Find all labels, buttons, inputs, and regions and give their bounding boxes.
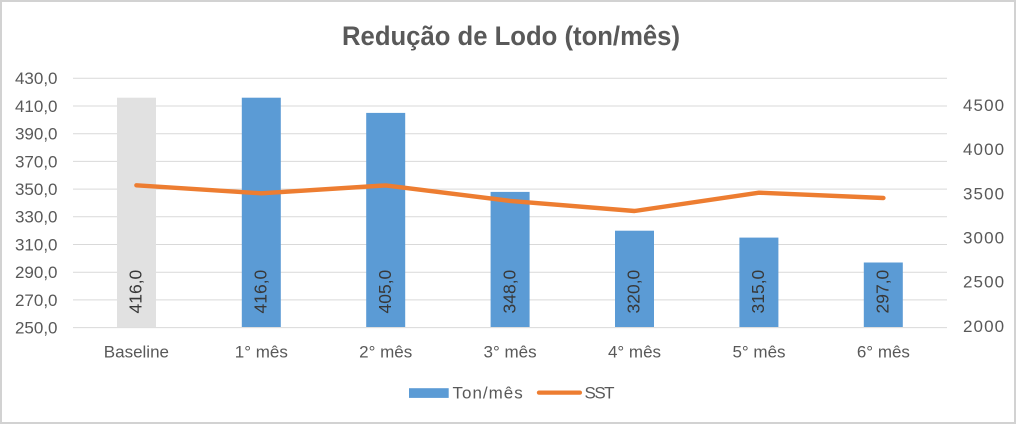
svg-text:350,0: 350,0 <box>15 180 58 199</box>
svg-text:1° mês: 1° mês <box>235 343 288 362</box>
svg-text:Baseline: Baseline <box>104 343 169 362</box>
svg-text:4500: 4500 <box>963 96 1005 115</box>
svg-text:430,0: 430,0 <box>15 69 58 88</box>
svg-text:Redução de Lodo (ton/mês): Redução de Lodo (ton/mês) <box>342 21 680 51</box>
svg-text:410,0: 410,0 <box>15 97 58 116</box>
svg-text:405,0: 405,0 <box>375 269 395 313</box>
svg-text:250,0: 250,0 <box>15 319 58 338</box>
svg-text:5° mês: 5° mês <box>732 343 785 362</box>
svg-text:3500: 3500 <box>963 184 1005 203</box>
svg-text:4° mês: 4° mês <box>608 343 661 362</box>
svg-text:320,0: 320,0 <box>624 269 644 313</box>
svg-text:6° mês: 6° mês <box>857 343 910 362</box>
svg-text:3000: 3000 <box>963 229 1005 248</box>
svg-text:Ton/mês: Ton/mês <box>453 383 524 402</box>
svg-text:290,0: 290,0 <box>15 263 58 282</box>
svg-text:2° mês: 2° mês <box>359 343 412 362</box>
svg-text:390,0: 390,0 <box>15 125 58 144</box>
svg-text:315,0: 315,0 <box>748 269 768 313</box>
svg-text:330,0: 330,0 <box>15 208 58 227</box>
svg-text:270,0: 270,0 <box>15 291 58 310</box>
svg-text:348,0: 348,0 <box>499 269 519 313</box>
svg-text:416,0: 416,0 <box>251 269 271 313</box>
svg-text:2500: 2500 <box>963 273 1005 292</box>
svg-text:SST: SST <box>585 383 615 402</box>
svg-text:370,0: 370,0 <box>15 152 58 171</box>
svg-text:310,0: 310,0 <box>15 235 58 254</box>
svg-text:2000: 2000 <box>963 317 1005 336</box>
svg-text:4000: 4000 <box>963 140 1005 159</box>
svg-text:3° mês: 3° mês <box>484 343 537 362</box>
svg-text:297,0: 297,0 <box>873 269 893 313</box>
svg-text:416,0: 416,0 <box>126 269 146 313</box>
